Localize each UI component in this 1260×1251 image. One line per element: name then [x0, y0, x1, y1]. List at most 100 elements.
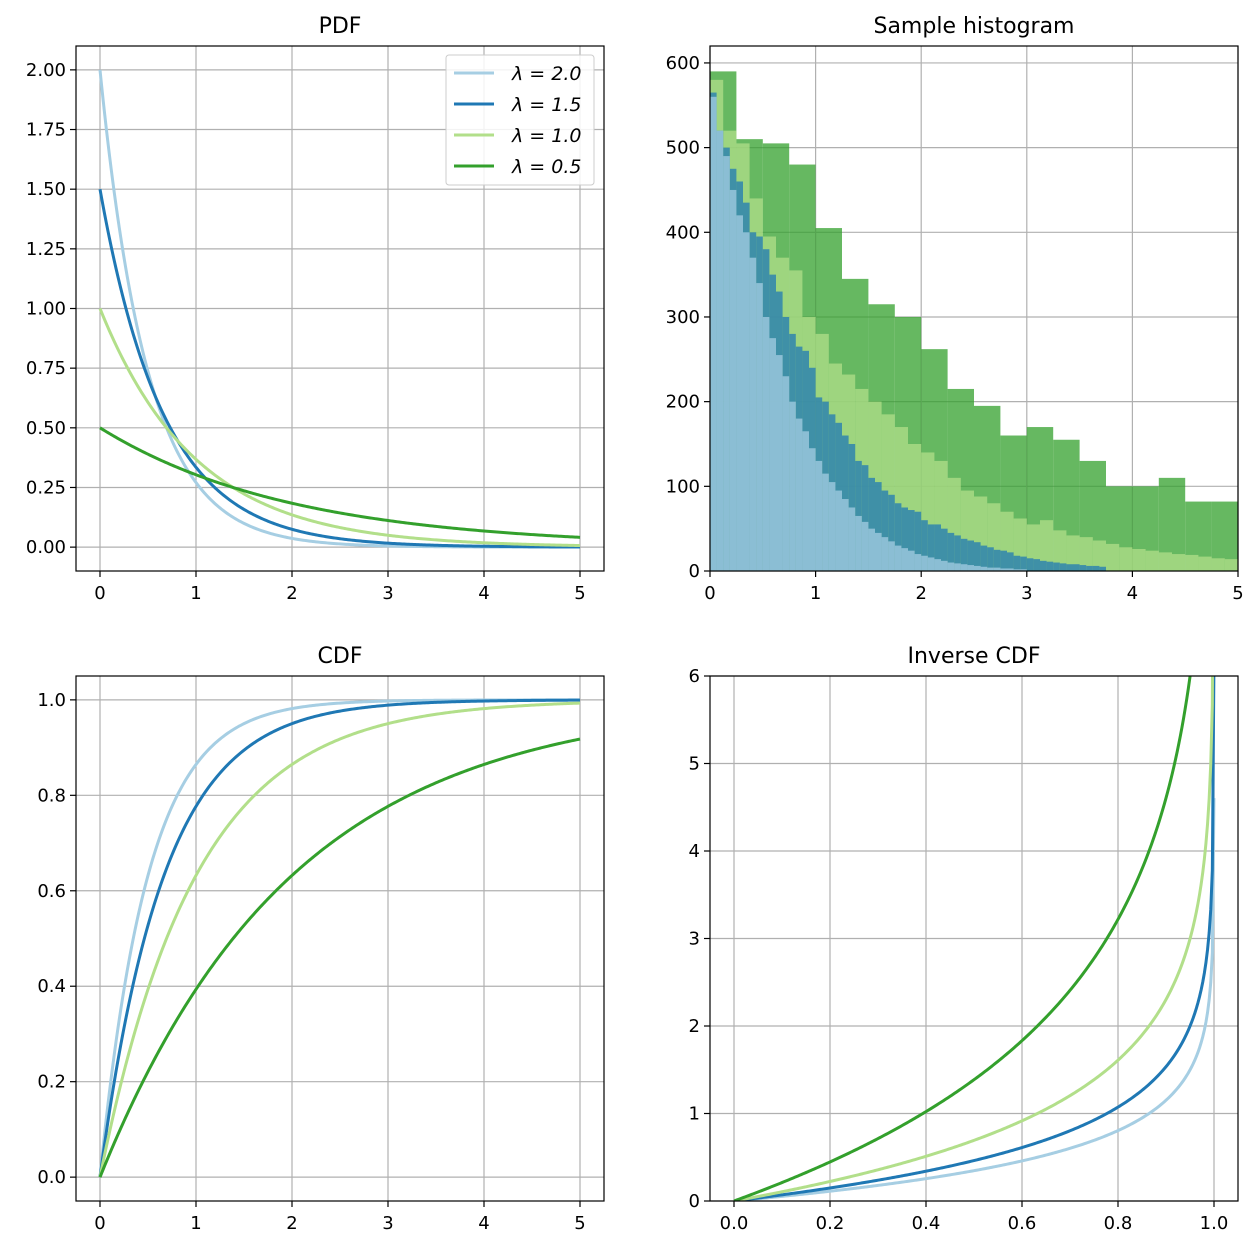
legend-label: λ = 1.0 — [511, 125, 581, 147]
histogram-bar — [1224, 559, 1238, 571]
inverse-cdf-x-tick-label: 0.4 — [912, 1213, 941, 1234]
cdf-y-tick-label: 0.0 — [37, 1167, 66, 1188]
histogram-bar — [710, 96, 717, 571]
inverse-cdf-y-tick-label: 5 — [689, 754, 700, 775]
pdf-y-tick-label: 1.50 — [26, 179, 66, 200]
histogram-bar — [1073, 564, 1080, 571]
histogram-bar — [1007, 552, 1014, 571]
histogram-y-tick-label: 300 — [666, 307, 700, 328]
histogram-bar — [1092, 540, 1106, 571]
histogram-bar — [1066, 535, 1080, 571]
pdf-y-tick-label: 0.00 — [26, 537, 66, 558]
histogram-bar — [914, 554, 922, 571]
cdf-title: CDF — [318, 644, 363, 669]
inverse-cdf-x-tick-label: 0.8 — [1104, 1213, 1133, 1234]
pdf-title: PDF — [319, 14, 362, 39]
histogram-bar — [974, 565, 981, 571]
histogram-bar — [762, 316, 770, 571]
histogram-bar — [1007, 568, 1014, 571]
histogram-bar — [802, 431, 809, 571]
histogram-bar — [881, 490, 889, 571]
cdf-x-tick-label: 0 — [94, 1213, 105, 1234]
histogram-bar — [1066, 564, 1073, 571]
histogram-bar — [749, 257, 757, 571]
pdf-y-tick-label: 1.25 — [26, 239, 66, 260]
legend-label: λ = 2.0 — [511, 63, 581, 85]
histogram-bar — [1172, 554, 1186, 571]
inverse-cdf-panel: 0.0 0.2 0.4 0.6 0.8 1.0 0 1 2 3 4 5 6 Inverse CDF — [689, 644, 1239, 1234]
histogram-bar — [1086, 565, 1093, 571]
histogram-series-lambda-2 — [710, 96, 1027, 571]
inverse-cdf-x-tick-label: 1.0 — [1200, 1213, 1229, 1234]
histogram-bar — [1132, 548, 1146, 571]
cdf-x-tick-label: 5 — [574, 1213, 585, 1234]
inverse-cdf-y-tick-label: 6 — [689, 666, 700, 687]
inverse-cdf-y-tick-label: 2 — [689, 1016, 700, 1037]
histogram-bar — [1119, 547, 1133, 571]
legend-label: λ = 0.5 — [511, 156, 581, 178]
histogram-x-tick-label: 1 — [810, 583, 821, 604]
cdf-x-tick-label: 1 — [190, 1213, 201, 1234]
histogram-bar — [1211, 558, 1225, 571]
inverse-cdf-grid — [710, 675, 1238, 1202]
histogram-bar — [927, 524, 935, 571]
histogram-title: Sample histogram — [873, 14, 1074, 39]
histogram-bar — [987, 567, 994, 571]
cdf-line-lambda-0-5 — [98, 737, 581, 1178]
histogram-bar — [1033, 559, 1040, 571]
histogram-bar — [908, 510, 915, 571]
histogram-bar — [921, 555, 928, 571]
histogram-bar — [855, 515, 862, 571]
histogram-bar — [934, 524, 941, 571]
histogram-bar — [1013, 569, 1021, 571]
cdf-y-tick-label: 0.4 — [37, 976, 66, 997]
histogram-bar — [934, 559, 941, 571]
inverse-cdf-y-tick-label: 4 — [689, 841, 700, 862]
histogram-x-tick-label: 2 — [915, 583, 926, 604]
histogram-bar — [842, 499, 849, 571]
histogram-bar — [868, 528, 875, 571]
histogram-bar — [861, 521, 869, 571]
inverse-cdf-line-lambda-2 — [733, 798, 1216, 1201]
cdf-y-tick-label: 0.2 — [37, 1072, 66, 1093]
inverse-cdf-line-lambda-0-5 — [733, 676, 1192, 1201]
histogram-bar — [1106, 543, 1120, 571]
legend-label: λ = 1.5 — [511, 94, 581, 116]
histogram-y-tick-label: 600 — [666, 53, 700, 74]
cdf-y-tick-label: 0.6 — [37, 881, 66, 902]
pdf-line-lambda-0-5 — [99, 426, 581, 539]
histogram-bar — [1238, 510, 1260, 571]
histogram-y-tick-label: 500 — [666, 138, 700, 159]
pdf-line-lambda-1 — [98, 307, 581, 548]
histogram-bar — [828, 482, 836, 571]
histogram-bar — [967, 540, 974, 571]
histogram-bar — [894, 545, 902, 571]
inverse-cdf-y-tick-label: 3 — [689, 929, 700, 950]
histogram-bar — [1099, 566, 1106, 571]
histogram-bar — [960, 564, 968, 571]
inverse-cdf-y-tick-label: 1 — [689, 1104, 700, 1125]
histogram-bar — [894, 503, 902, 571]
inverse-cdf-x-tick-label: 0.2 — [816, 1213, 845, 1234]
histogram-panel: 0 1 2 3 4 5 0 100 200 300 400 500 600 Sample histogra… — [666, 14, 1260, 604]
histogram-bar — [795, 418, 803, 571]
histogram-x-tick-label: 4 — [1127, 583, 1138, 604]
histogram-bar — [914, 511, 922, 571]
histogram-bar — [1040, 520, 1054, 571]
histogram-bar — [980, 566, 988, 571]
histogram-y-tick-label: 0 — [689, 561, 700, 582]
cdf-panel: 0 1 2 3 4 5 0.0 0.2 0.4 0.6 0.8 1.0 CDF — [37, 644, 605, 1234]
histogram-bar — [888, 494, 895, 571]
histogram-bar — [789, 401, 796, 571]
histogram-y-tick-label: 400 — [666, 222, 700, 243]
histogram-bar — [908, 550, 915, 571]
histogram-bar — [1000, 550, 1007, 571]
histogram-bar — [1013, 555, 1021, 571]
cdf-x-tick-label: 4 — [478, 1213, 489, 1234]
histogram-bar — [967, 565, 974, 571]
histogram-bar — [716, 130, 724, 571]
pdf-y-tick-label: 0.50 — [26, 418, 66, 439]
histogram-bar — [743, 232, 750, 571]
inverse-cdf-x-tick-label: 0.6 — [1008, 1213, 1037, 1234]
